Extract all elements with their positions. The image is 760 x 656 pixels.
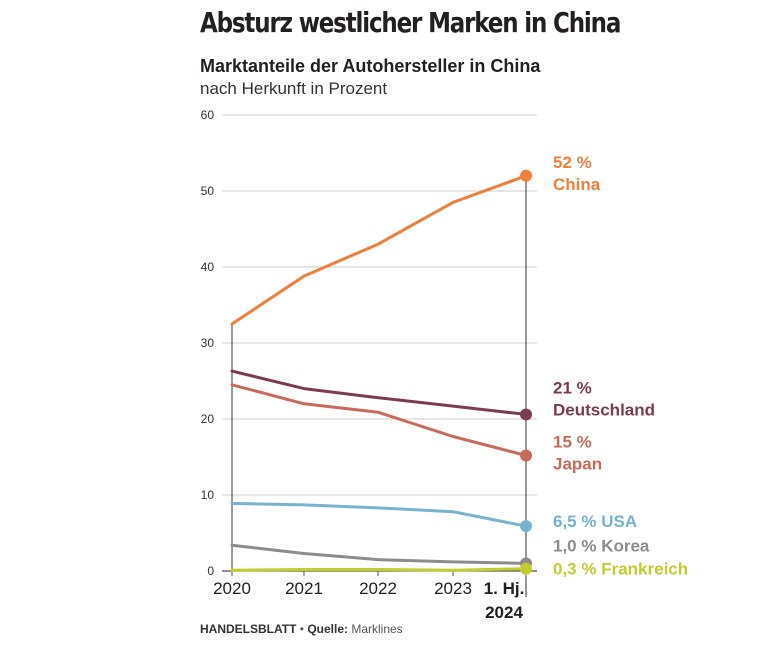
end-value-label: 1,0 % Korea bbox=[553, 536, 650, 555]
y-tick-label: 40 bbox=[201, 260, 215, 274]
y-tick-label: 50 bbox=[201, 184, 215, 198]
end-point-deutschland bbox=[520, 408, 532, 421]
axis-ticks: 0 10 20 30 40 50 60 2020 2021 2022 2023 1. Hj. 2024 bbox=[201, 108, 527, 622]
chart-subtitle-unit: nach Herkunft in Prozent bbox=[200, 79, 388, 98]
source-label: Quelle: bbox=[307, 622, 348, 636]
x-tick-label: 2021 bbox=[285, 579, 323, 598]
end-point-japan bbox=[520, 449, 532, 462]
source-separator: • bbox=[296, 622, 308, 636]
y-tick-label: 0 bbox=[207, 564, 214, 578]
x-tick-label: 2023 bbox=[434, 579, 472, 598]
source-value: Marklines bbox=[348, 622, 403, 636]
end-point-frankreich bbox=[520, 562, 532, 575]
series-name-label: Frankreich bbox=[601, 560, 688, 579]
series-name-label: Japan bbox=[553, 454, 602, 473]
series-line-frankreich bbox=[230, 567, 528, 572]
gridlines bbox=[222, 114, 537, 597]
end-labels: 52 % China 21 % Deutschland 15 % Japan 6,5 % U… bbox=[553, 153, 688, 579]
series-lines bbox=[230, 169, 532, 575]
source-note: HANDELSBLATT • Quelle: Marklines bbox=[200, 622, 403, 636]
y-tick-label: 10 bbox=[201, 488, 215, 502]
y-tick-label: 20 bbox=[201, 412, 215, 426]
series-line-deutschland bbox=[230, 369, 528, 416]
end-value-label: 6,5 % USA bbox=[553, 512, 637, 531]
end-value-label: 0,3 % Frankreich bbox=[553, 560, 688, 579]
end-value-label: 21 % bbox=[553, 378, 592, 397]
x-tick-label: 2020 bbox=[213, 579, 251, 598]
chart-title: Absturz westlicher Marken in China bbox=[200, 6, 621, 39]
series-line-korea bbox=[230, 543, 528, 565]
source-brand: HANDELSBLATT bbox=[200, 622, 297, 636]
y-tick-label: 60 bbox=[201, 108, 215, 122]
end-value-label: 15 % bbox=[553, 432, 592, 451]
x-tick-label: 1. Hj. bbox=[484, 579, 525, 598]
y-tick-label: 30 bbox=[201, 336, 215, 350]
series-name-label: Deutschland bbox=[553, 400, 655, 419]
series-line-japan bbox=[230, 383, 528, 457]
series-name-label: USA bbox=[601, 512, 637, 531]
series-line-usa bbox=[230, 501, 528, 528]
x-tick-label: 2024 bbox=[485, 603, 523, 622]
end-point-china bbox=[520, 169, 532, 182]
series-name-label: Korea bbox=[601, 536, 650, 555]
end-value-label: 52 % bbox=[553, 153, 592, 172]
chart-subtitle: Marktanteile der Autohersteller in China bbox=[200, 56, 541, 76]
series-line-china bbox=[230, 174, 528, 326]
x-tick-label: 2022 bbox=[359, 579, 397, 598]
end-point-usa bbox=[520, 520, 532, 533]
series-name-label: China bbox=[553, 175, 601, 194]
